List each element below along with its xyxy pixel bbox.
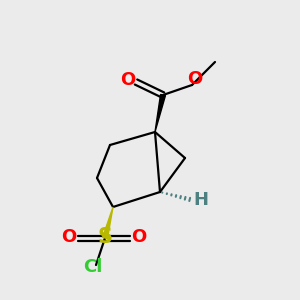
Text: S: S: [98, 227, 112, 247]
Text: O: O: [61, 228, 76, 246]
Polygon shape: [155, 94, 165, 132]
Text: Cl: Cl: [83, 258, 103, 276]
Text: O: O: [120, 71, 136, 89]
Text: O: O: [188, 70, 202, 88]
Text: H: H: [194, 191, 208, 209]
Text: O: O: [131, 228, 147, 246]
Polygon shape: [103, 207, 113, 238]
